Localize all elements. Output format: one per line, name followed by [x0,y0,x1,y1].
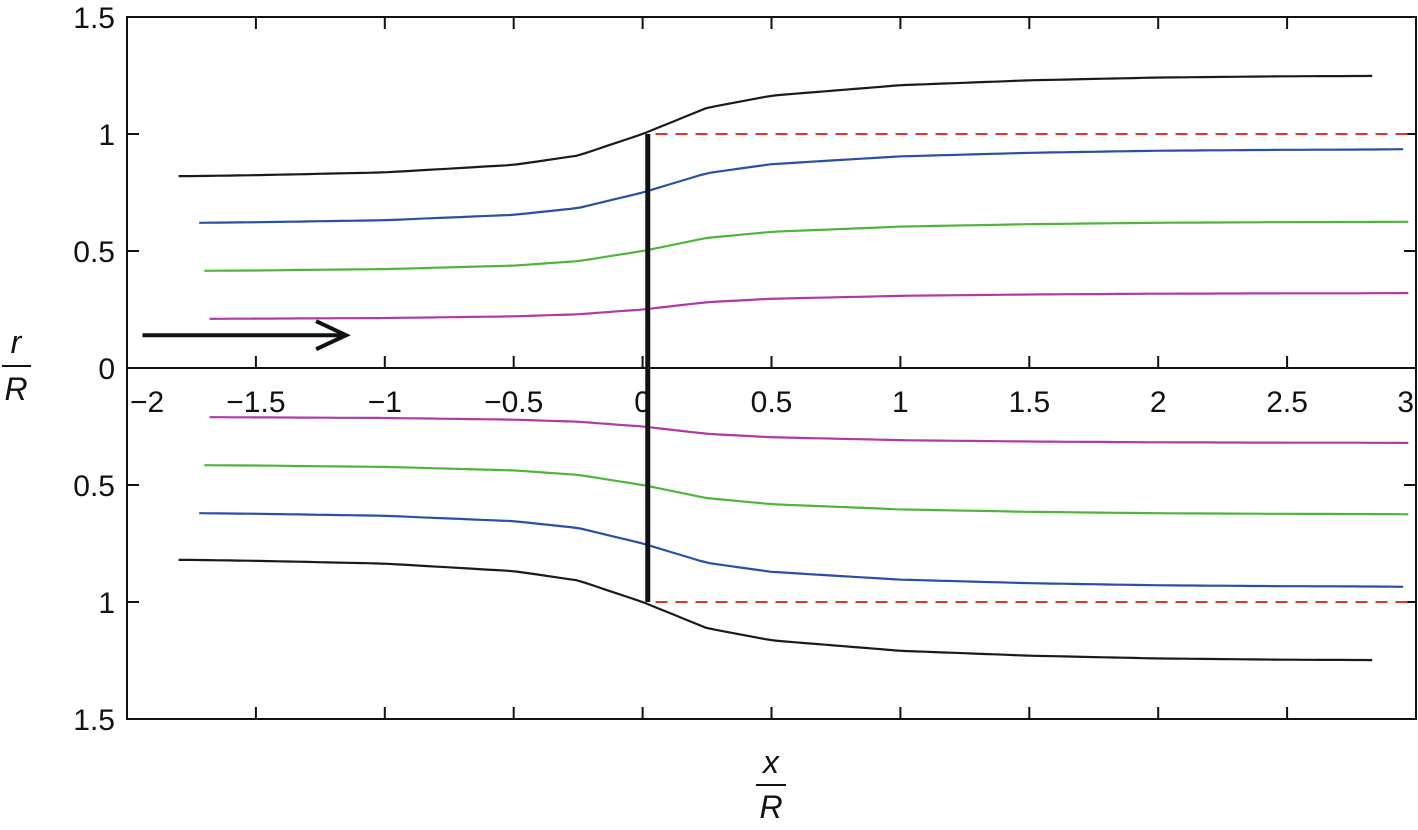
streamlines [178,74,1409,662]
reference-lines [655,133,1409,603]
flow-arrow-head [315,319,351,352]
x-tick-label: 1 [892,386,909,419]
streamline-4-lower [209,416,1409,444]
y-tick-label: 1.5 [73,2,115,35]
y-axis-label-denominator: R [4,371,27,407]
x-axis-label-denominator: R [759,789,782,825]
flow-arrow [142,319,351,352]
streamline-3-upper [204,220,1409,272]
y-tick-labels: 1.5 1 0.5 0 0.5 1 1.5 [73,2,115,737]
x-axis-label-numerator: x [761,744,780,780]
y-axis-label-numerator: r [11,324,23,360]
y-tick-label: 0 [98,353,115,386]
x-tick-labels: −2 −1.5 −1 −0.5 0 0.5 1 1.5 2 2.5 3 [130,386,1414,419]
streamline-1-upper [178,74,1373,178]
tick-marks [127,17,1416,719]
y-tick-label: 0.5 [73,236,115,269]
y-tick-label: 1 [98,119,115,152]
streamline-3-lower [204,464,1409,516]
x-tick-label: 2 [1150,386,1167,419]
x-tick-label: 3 [1397,386,1414,419]
x-tick-label: 1.5 [1008,386,1050,419]
x-tick-label: −2 [130,386,164,419]
y-tick-label: 1.5 [73,704,115,737]
x-tick-label: 2.5 [1266,386,1308,419]
x-tick-label: 0.5 [751,386,793,419]
streamline-2-upper [199,148,1404,224]
x-axis-label: x R [756,744,786,825]
streamline-2-lower [199,512,1404,588]
streamline-4-upper [209,292,1409,320]
x-tick-label: −0.5 [484,386,543,419]
y-tick-label: 0.5 [73,470,115,503]
x-tick-label: −1 [368,386,402,419]
y-tick-label: 1 [98,587,115,620]
y-axis-label: r R [2,324,31,407]
streamline-1-lower [178,558,1373,662]
x-tick-label: −1.5 [226,386,285,419]
